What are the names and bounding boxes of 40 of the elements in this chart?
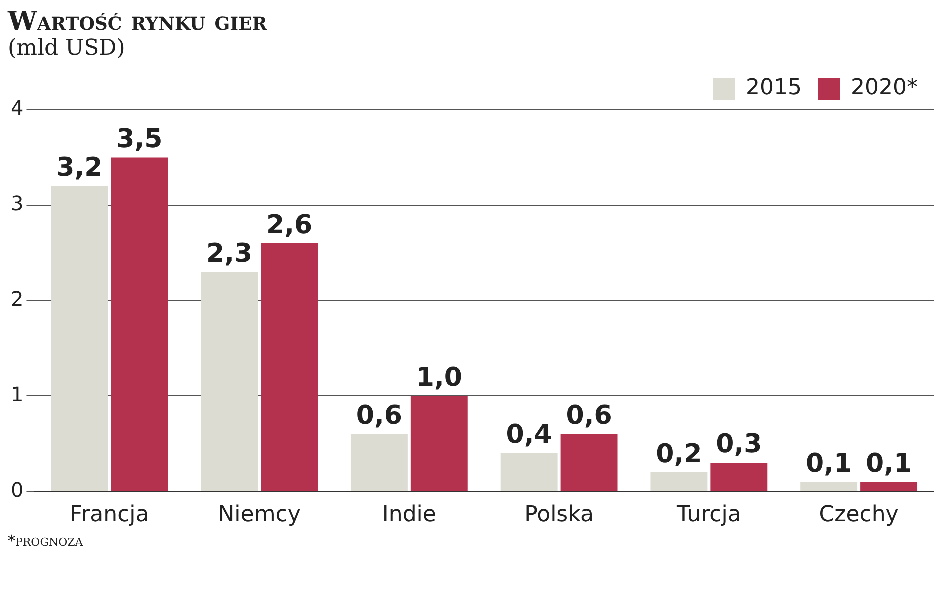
data-label: 0,1 [806,448,852,479]
data-label: 0,3 [716,430,762,460]
bar [201,272,258,492]
chart-subtitle: (mld USD) [8,36,126,62]
bar [51,186,108,492]
y-tick-label: 3 [10,192,24,216]
x-tick-label: Czechy [819,502,899,528]
data-label: 0,1 [866,448,912,479]
y-tick-label: 2 [10,287,24,312]
x-tick-label: Niemcy [218,502,301,528]
x-tick-label: Turcja [676,502,742,528]
data-label: 3,5 [116,124,163,154]
bar [350,434,408,492]
data-label: 2,6 [266,210,313,240]
chart-title: Wartość rynku gier [8,7,268,37]
bar [261,244,318,492]
x-tick-label: Indie [382,502,436,528]
x-tick-label: Polska [524,502,594,528]
data-label: 0,6 [566,401,612,432]
data-label: 2,3 [206,238,253,269]
legend-label: 2015 [746,76,802,101]
data-label: 0,6 [356,401,402,432]
data-label: 1,0 [416,362,462,393]
y-tick-label: 0 [10,478,24,502]
x-tick-label: Francja [70,502,150,528]
data-label: 0,4 [506,420,552,450]
bar [500,453,558,492]
bar [410,396,468,492]
y-tick-label: 4 [10,96,24,120]
y-tick-label: 1 [10,382,24,406]
bar [800,482,858,492]
legend-label: 2020* [851,76,918,101]
data-label: 0,2 [656,439,702,470]
bar [111,158,168,492]
bar [710,462,768,492]
text: *prognoza [8,532,84,550]
bar [560,434,618,492]
bar [650,472,708,492]
data-label: 3,2 [56,153,103,184]
bar [860,482,918,492]
